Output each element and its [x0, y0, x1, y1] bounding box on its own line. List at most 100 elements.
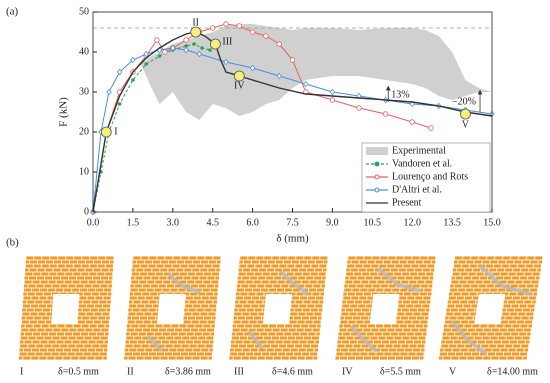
marker: [208, 48, 212, 52]
wall: [438, 256, 543, 360]
key-point: [190, 26, 202, 38]
marker: [236, 23, 242, 29]
y-axis-title: F (kN): [58, 97, 70, 127]
annotation-text: −20%: [452, 96, 476, 107]
marker: [196, 50, 203, 58]
marker: [117, 102, 122, 106]
y-tick-label: 0: [84, 206, 89, 217]
marker: [276, 41, 282, 47]
series-line: [92, 31, 493, 213]
marker: [409, 119, 415, 125]
x-tick-label: 4.5: [206, 217, 219, 228]
legend-swatch: [374, 187, 380, 193]
marker: [130, 56, 136, 64]
crack: [450, 319, 488, 356]
key-point: [100, 126, 112, 138]
crack: [247, 330, 264, 349]
y-tick-label: 50: [79, 6, 89, 17]
x-tick-label: 1.5: [127, 217, 140, 228]
marker: [162, 49, 168, 55]
x-tick-label: 7.5: [286, 217, 299, 228]
stage-label: IV: [342, 366, 353, 377]
marker: [356, 105, 362, 111]
legend-label: D'Altri et al.: [392, 184, 442, 195]
wall-opening: [51, 294, 80, 324]
stage-label: III: [234, 366, 244, 377]
wall: [18, 256, 114, 360]
y-tick-label: 20: [79, 126, 89, 137]
panel-label: (a): [6, 6, 19, 18]
stage-value: δ=3.86 mm: [165, 366, 211, 377]
y-tick-label: 30: [79, 86, 89, 97]
x-tick-label: 3.0: [167, 217, 180, 228]
crack: [377, 266, 422, 293]
marker: [106, 88, 112, 96]
crack: [350, 324, 378, 353]
x-tick-label: 12.0: [403, 217, 421, 228]
key-point-label: V: [462, 119, 470, 130]
legend-label: Vandoren et al.: [392, 158, 452, 169]
stage-value: δ=4.6 mm: [272, 366, 313, 377]
y-tick-label: 40: [79, 46, 89, 57]
marker: [223, 58, 229, 66]
key-point: [233, 70, 245, 82]
x-tick-label: 15.0: [483, 217, 501, 228]
wall-opening: [157, 294, 186, 324]
x-axis-title: δ (mm): [276, 233, 309, 245]
marker: [192, 42, 196, 46]
x-tick-label: 9.0: [326, 217, 339, 228]
crack: [479, 264, 532, 296]
key-point-label: III: [222, 36, 232, 47]
walls: [18, 256, 543, 360]
x-tick-label: 10.5: [364, 217, 382, 228]
annotation-text: 13%: [391, 89, 409, 100]
marker: [183, 46, 189, 54]
experimental-area: [140, 24, 492, 120]
x-tick-label: 0.0: [87, 217, 100, 228]
marker: [144, 62, 148, 66]
legend-label: Present: [392, 197, 422, 208]
stage-label: II: [127, 366, 134, 377]
marker: [143, 50, 149, 58]
marker: [428, 125, 434, 131]
marker: [116, 68, 123, 76]
marker: [263, 33, 269, 39]
legend-label: Lourenço and Rots: [392, 171, 468, 182]
marker: [184, 44, 188, 48]
y-tick-label: 10: [79, 166, 89, 177]
marker: [223, 21, 229, 27]
wall-opening: [262, 294, 293, 324]
stage-value: δ=5.5 mm: [380, 366, 421, 377]
stage-value: δ=0.5 mm: [58, 366, 99, 377]
marker: [289, 57, 296, 63]
marker: [249, 64, 256, 72]
key-point-label: IV: [234, 80, 245, 91]
wall: [123, 256, 221, 360]
marker: [209, 25, 216, 31]
crack: [279, 269, 309, 296]
marker: [276, 72, 282, 80]
marker: [249, 29, 256, 35]
legend-swatch: [374, 161, 380, 167]
marker: [170, 44, 176, 52]
marker: [131, 78, 135, 82]
legend-label: Experimental: [392, 145, 446, 156]
key-point: [459, 108, 471, 120]
marker: [157, 54, 162, 58]
legend-swatch: [366, 147, 388, 155]
panel-label: (b): [6, 237, 19, 249]
key-point: [209, 38, 221, 50]
stage-label: V: [449, 366, 457, 377]
series-line: [92, 43, 211, 213]
marker: [154, 37, 160, 43]
wall-opening: [369, 294, 400, 324]
stage-value: δ=14.00 mm: [487, 366, 538, 377]
x-tick-label: 13.5: [443, 217, 461, 228]
crack: [146, 334, 163, 353]
marker: [329, 97, 336, 103]
wall-opening: [474, 294, 505, 324]
marker: [329, 88, 336, 96]
x-tick-label: 6.0: [246, 217, 259, 228]
